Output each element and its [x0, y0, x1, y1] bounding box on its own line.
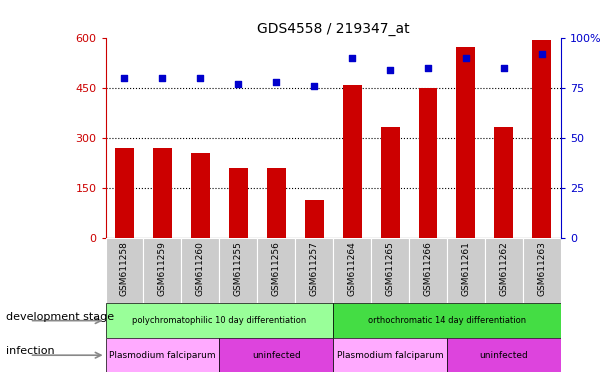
Text: GSM611261: GSM611261: [461, 242, 470, 296]
Bar: [106, 303, 333, 338]
Text: GSM611258: GSM611258: [120, 242, 129, 296]
Bar: [494, 127, 513, 238]
Bar: [219, 238, 257, 303]
Text: uninfected: uninfected: [479, 351, 528, 360]
Bar: [343, 85, 362, 238]
Point: [423, 65, 433, 71]
Bar: [456, 47, 475, 238]
Bar: [305, 200, 324, 238]
Bar: [257, 238, 295, 303]
Point: [537, 51, 547, 58]
Bar: [333, 338, 447, 372]
Text: Plasmodium falciparum: Plasmodium falciparum: [336, 351, 443, 360]
Point: [195, 75, 205, 81]
Bar: [229, 168, 248, 238]
Text: Plasmodium falciparum: Plasmodium falciparum: [109, 351, 216, 360]
Bar: [380, 127, 400, 238]
Bar: [153, 148, 172, 238]
Text: GSM611259: GSM611259: [158, 242, 167, 296]
Text: GSM611260: GSM611260: [196, 242, 205, 296]
Text: GSM611255: GSM611255: [234, 242, 243, 296]
Point: [461, 55, 471, 61]
Bar: [447, 338, 561, 372]
Text: infection: infection: [6, 346, 55, 356]
Point: [347, 55, 357, 61]
Bar: [106, 338, 219, 372]
Text: uninfected: uninfected: [252, 351, 301, 360]
Point: [233, 81, 243, 88]
Bar: [447, 238, 485, 303]
Bar: [106, 238, 144, 303]
Text: GSM611257: GSM611257: [310, 242, 319, 296]
Bar: [532, 40, 551, 238]
Point: [309, 83, 319, 89]
Text: orthochromatic 14 day differentiation: orthochromatic 14 day differentiation: [368, 316, 526, 325]
Text: polychromatophilic 10 day differentiation: polychromatophilic 10 day differentiatio…: [132, 316, 306, 325]
Bar: [333, 238, 371, 303]
Bar: [267, 168, 286, 238]
Point: [499, 65, 509, 71]
Title: GDS4558 / 219347_at: GDS4558 / 219347_at: [257, 22, 409, 36]
Bar: [191, 153, 210, 238]
Bar: [418, 88, 438, 238]
Text: GSM611262: GSM611262: [499, 242, 508, 296]
Point: [157, 75, 167, 81]
Text: GSM611265: GSM611265: [385, 242, 394, 296]
Text: GSM611256: GSM611256: [272, 242, 281, 296]
Text: GSM611266: GSM611266: [423, 242, 432, 296]
Point: [119, 75, 129, 81]
Text: GSM611263: GSM611263: [537, 242, 546, 296]
Bar: [144, 238, 182, 303]
Bar: [409, 238, 447, 303]
Bar: [182, 238, 219, 303]
Text: GSM611264: GSM611264: [347, 242, 356, 296]
Point: [271, 79, 281, 85]
Bar: [295, 238, 333, 303]
Point: [385, 67, 395, 73]
Bar: [115, 148, 134, 238]
Bar: [333, 303, 561, 338]
Bar: [371, 238, 409, 303]
Text: development stage: development stage: [6, 312, 114, 322]
Bar: [485, 238, 523, 303]
Bar: [523, 238, 561, 303]
Bar: [219, 338, 333, 372]
